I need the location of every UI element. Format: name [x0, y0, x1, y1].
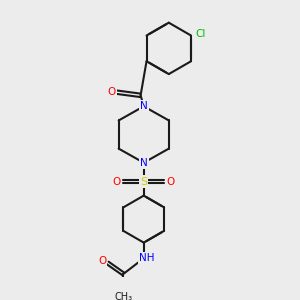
Text: O: O — [167, 176, 175, 187]
Text: O: O — [112, 176, 121, 187]
Text: CH₃: CH₃ — [114, 292, 132, 300]
Text: N: N — [140, 101, 148, 111]
Text: NH: NH — [139, 253, 154, 263]
Text: Cl: Cl — [195, 29, 206, 39]
Text: O: O — [107, 87, 116, 97]
Text: N: N — [140, 158, 148, 168]
Text: S: S — [140, 176, 147, 187]
Text: O: O — [98, 256, 106, 266]
